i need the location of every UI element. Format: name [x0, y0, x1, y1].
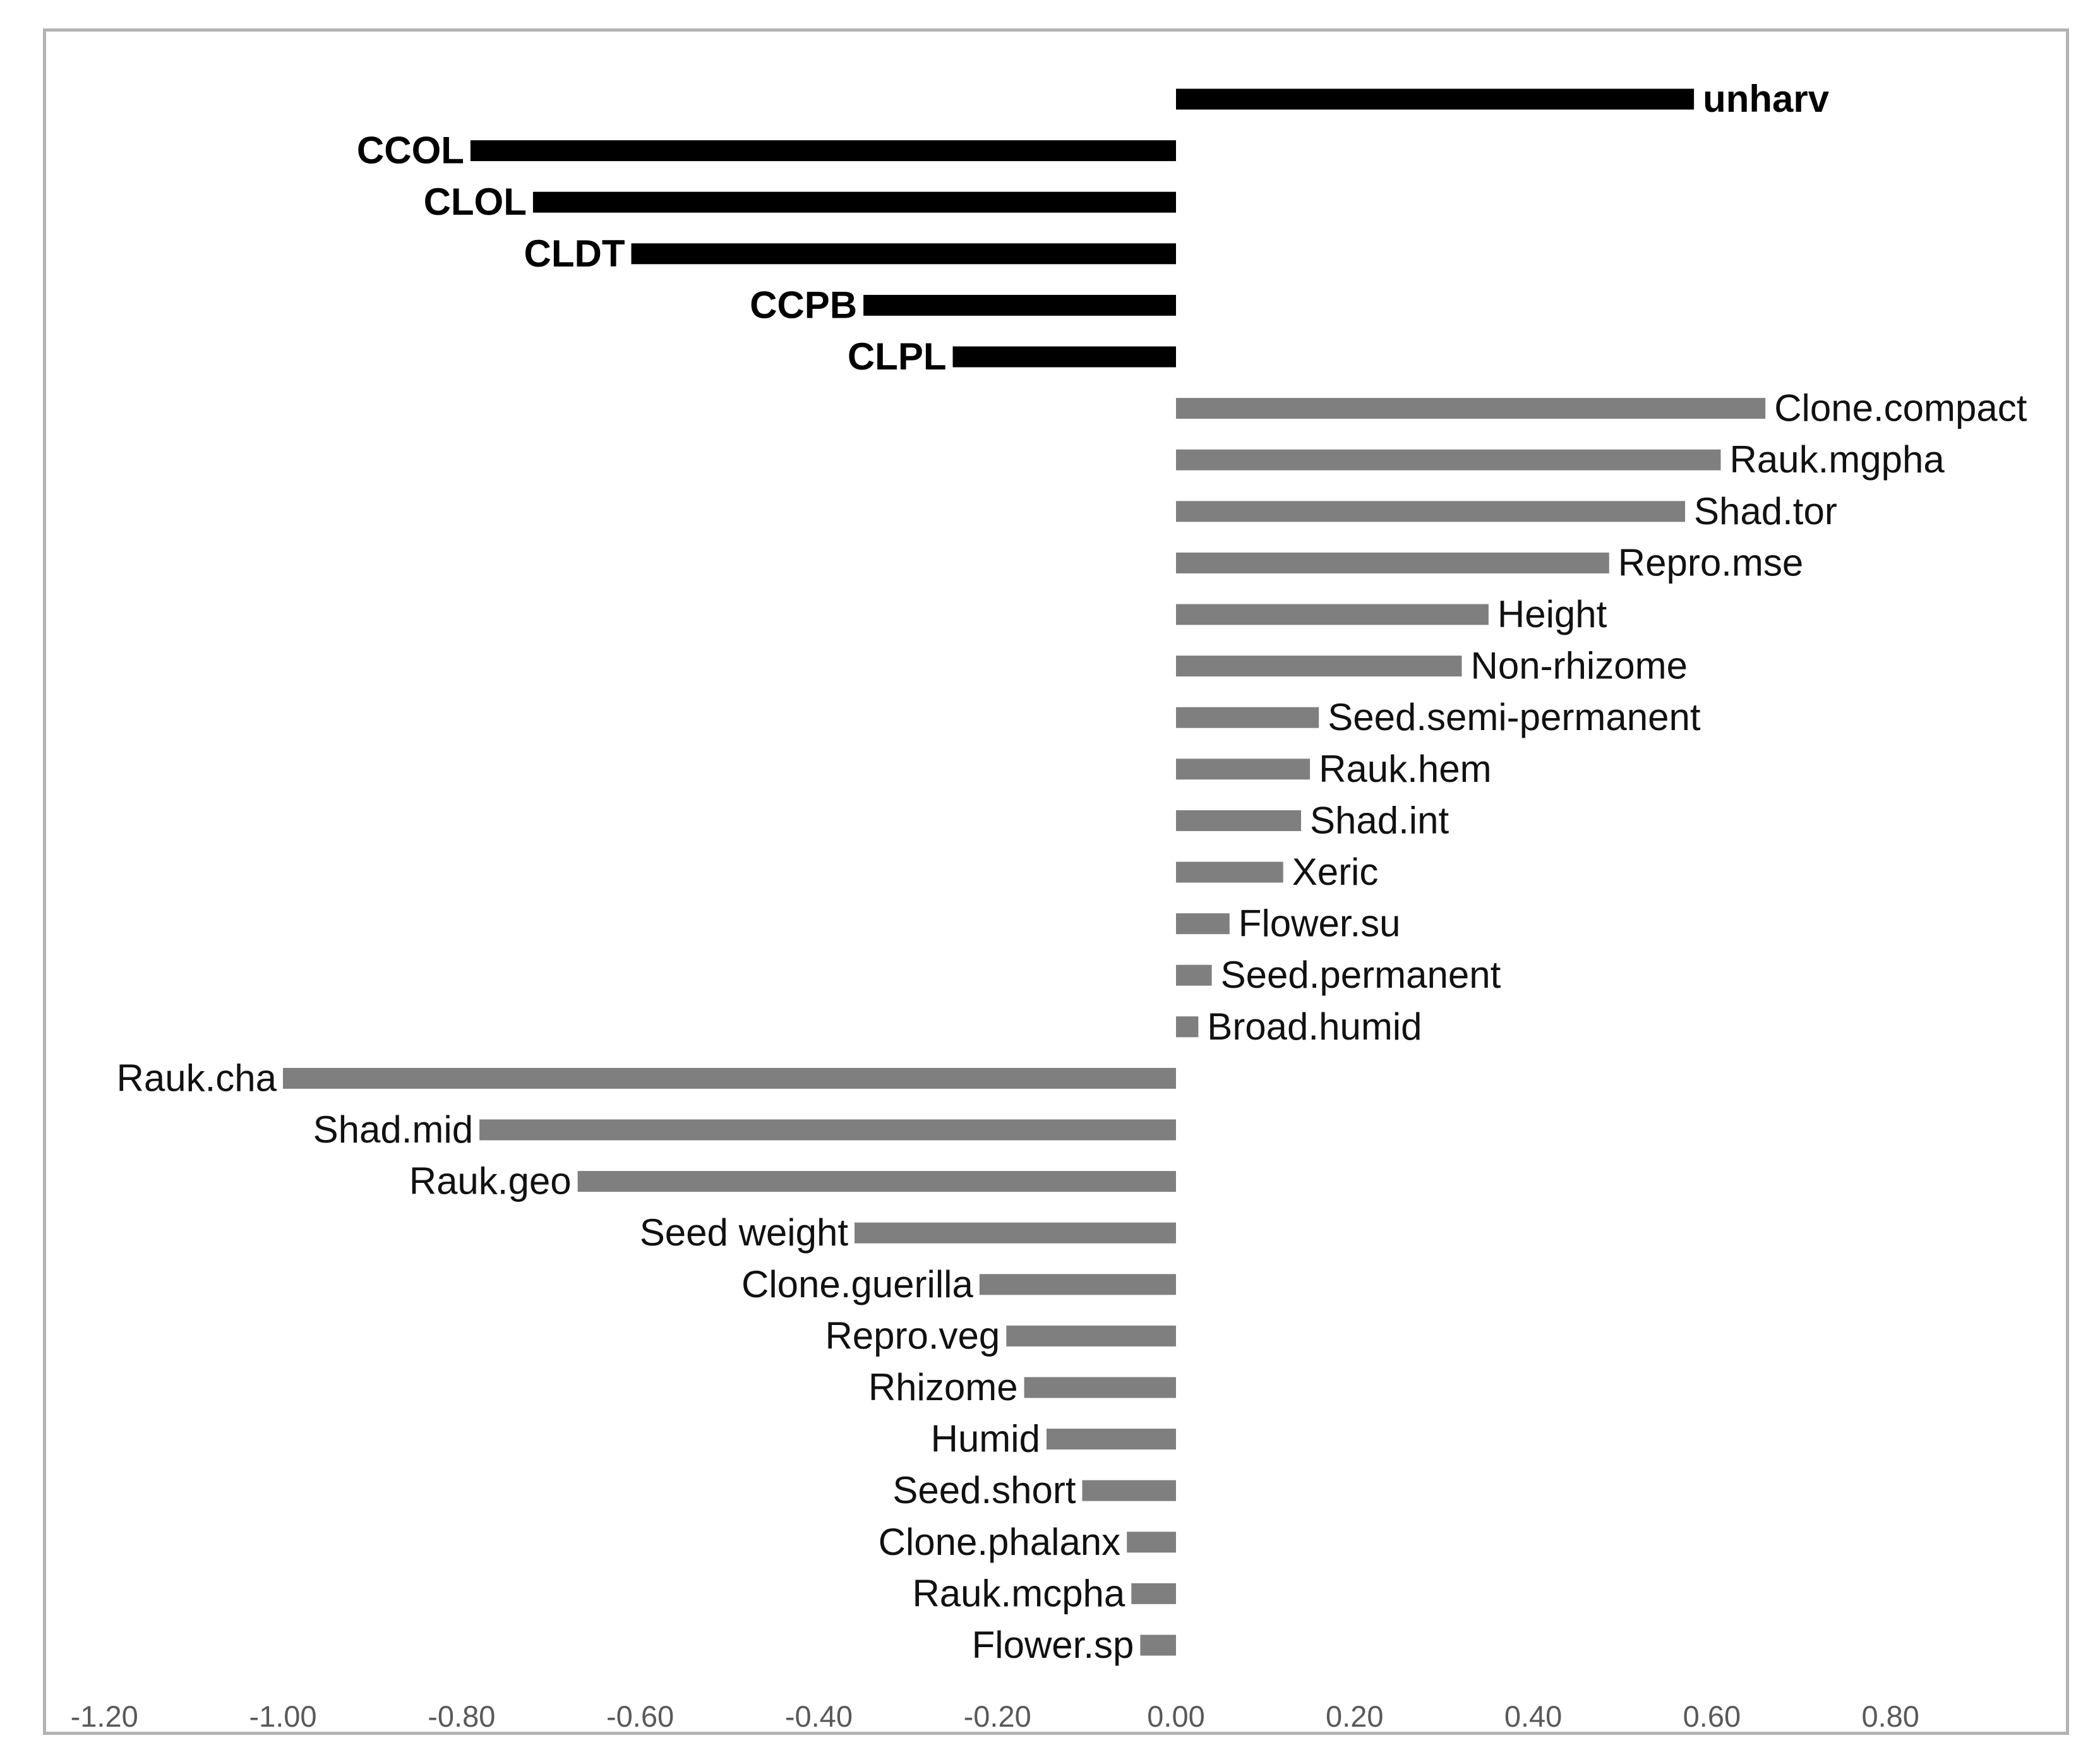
bar-seed-short: [1082, 1480, 1176, 1501]
bar-label-seed-permanent: Seed.permanent: [1221, 954, 1501, 996]
bar-label-shad-int: Shad.int: [1310, 799, 1449, 841]
bar-seed-weight: [855, 1222, 1176, 1244]
x-tick-label: 0.40: [1504, 1700, 1562, 1733]
bar-label-clone-guerilla: Clone.guerilla: [741, 1263, 974, 1305]
bars-layer: [283, 88, 1766, 1656]
bar-humid: [1047, 1429, 1176, 1450]
bar-non-rhizome: [1176, 656, 1462, 677]
bar-clpl: [952, 346, 1176, 368]
bar-label-cldt: CLDT: [524, 232, 625, 275]
bar-label-seed-weight: Seed weight: [640, 1211, 849, 1254]
bar-label-rauk-geo: Rauk.geo: [409, 1160, 572, 1202]
bar-cldt: [631, 243, 1176, 265]
bar-label-flower-su: Flower.su: [1239, 902, 1401, 945]
bar-label-unharv: unharv: [1703, 78, 1830, 120]
bar-clone-guerilla: [979, 1274, 1176, 1295]
bar-label-rauk-mgpha: Rauk.mgpha: [1730, 438, 1945, 481]
bar-repro-mse: [1176, 552, 1609, 573]
x-tick-label: -0.20: [964, 1700, 1031, 1733]
bar-rauk-cha: [283, 1067, 1176, 1089]
bar-flower-su: [1176, 913, 1230, 935]
bar-label-rhizome: Rhizome: [868, 1366, 1018, 1408]
bar-clone-phalanx: [1127, 1532, 1176, 1553]
bar-label-height: Height: [1497, 593, 1607, 635]
x-tick-label: -0.80: [428, 1700, 495, 1733]
bar-label-clone-phalanx: Clone.phalanx: [879, 1521, 1121, 1563]
bar-rauk-mcpha: [1131, 1583, 1176, 1604]
x-tick-label: 0.80: [1861, 1700, 1919, 1733]
bar-chart: unharv CCOL CLOL CLDT CCPB CLPL Clone.compact R…: [71, 78, 2027, 1733]
bar-label-rauk-mcpha: Rauk.mcpha: [912, 1572, 1125, 1614]
bar-label-ccol: CCOL: [357, 129, 464, 172]
bar-label-rauk-hem: Rauk.hem: [1319, 748, 1491, 790]
bar-seed-semi-permanent: [1176, 707, 1319, 728]
bar-label-humid: Humid: [931, 1418, 1040, 1460]
bar-label-shad-mid: Shad.mid: [313, 1108, 473, 1151]
bar-unharv: [1176, 88, 1695, 110]
bar-label-xeric: Xeric: [1292, 851, 1379, 893]
bar-height: [1176, 604, 1489, 625]
x-tick-label: 0.60: [1683, 1700, 1741, 1733]
bar-shad-tor: [1176, 501, 1685, 522]
bar-rauk-mgpha: [1176, 449, 1721, 471]
x-axis-ticks: -1.20 -1.00 -0.80 -0.60 -0.40 -0.20 0.00 0.20 0.…: [71, 1700, 1919, 1733]
bar-rauk-geo: [577, 1171, 1176, 1192]
bar-shad-int: [1176, 810, 1301, 831]
x-tick-label: -1.20: [71, 1700, 138, 1733]
bar-label-repro-veg: Repro.veg: [825, 1314, 1000, 1357]
chart-frame: unharv CCOL CLOL CLDT CCPB CLPL Clone.compact R…: [43, 28, 2069, 1735]
bar-seed-permanent: [1176, 964, 1212, 986]
bar-label-seed-short: Seed.short: [892, 1469, 1076, 1511]
bar-clol: [532, 191, 1176, 213]
bar-label-non-rhizome: Non-rhizome: [1471, 645, 1688, 687]
x-tick-label: 0.00: [1147, 1700, 1204, 1733]
bar-label-clol: CLOL: [424, 181, 527, 223]
bar-label-broad-humid: Broad.humid: [1207, 1005, 1422, 1048]
x-tick-label: -0.60: [606, 1700, 674, 1733]
bar-xeric: [1176, 861, 1283, 883]
x-tick-label: -0.40: [785, 1700, 853, 1733]
x-tick-label: -1.00: [249, 1700, 316, 1733]
bar-shad-mid: [479, 1119, 1176, 1141]
bar-label-seed-semi-permanent: Seed.semi-permanent: [1328, 696, 1701, 738]
bar-ccpb: [863, 294, 1176, 316]
bar-broad-humid: [1176, 1016, 1199, 1038]
bar-ccol: [470, 140, 1176, 162]
bar-flower-sp: [1140, 1634, 1176, 1656]
bar-repro-veg: [1006, 1325, 1176, 1346]
bar-label-repro-mse: Repro.mse: [1618, 541, 1803, 584]
bar-label-rauk-cha: Rauk.cha: [117, 1057, 277, 1099]
bar-label-flower-sp: Flower.sp: [972, 1624, 1134, 1666]
bar-label-ccpb: CCPB: [750, 284, 857, 326]
bar-labels-layer: unharv CCOL CLOL CLDT CCPB CLPL Clone.compact R…: [117, 78, 2027, 1666]
x-tick-label: 0.20: [1326, 1700, 1383, 1733]
bar-rhizome: [1024, 1377, 1176, 1398]
bar-rauk-hem: [1176, 759, 1311, 780]
bar-clone-compact: [1176, 398, 1766, 419]
bar-label-shad-tor: Shad.tor: [1694, 490, 1837, 532]
bar-label-clone-compact: Clone.compact: [1774, 387, 2027, 429]
bar-label-clpl: CLPL: [848, 335, 947, 378]
